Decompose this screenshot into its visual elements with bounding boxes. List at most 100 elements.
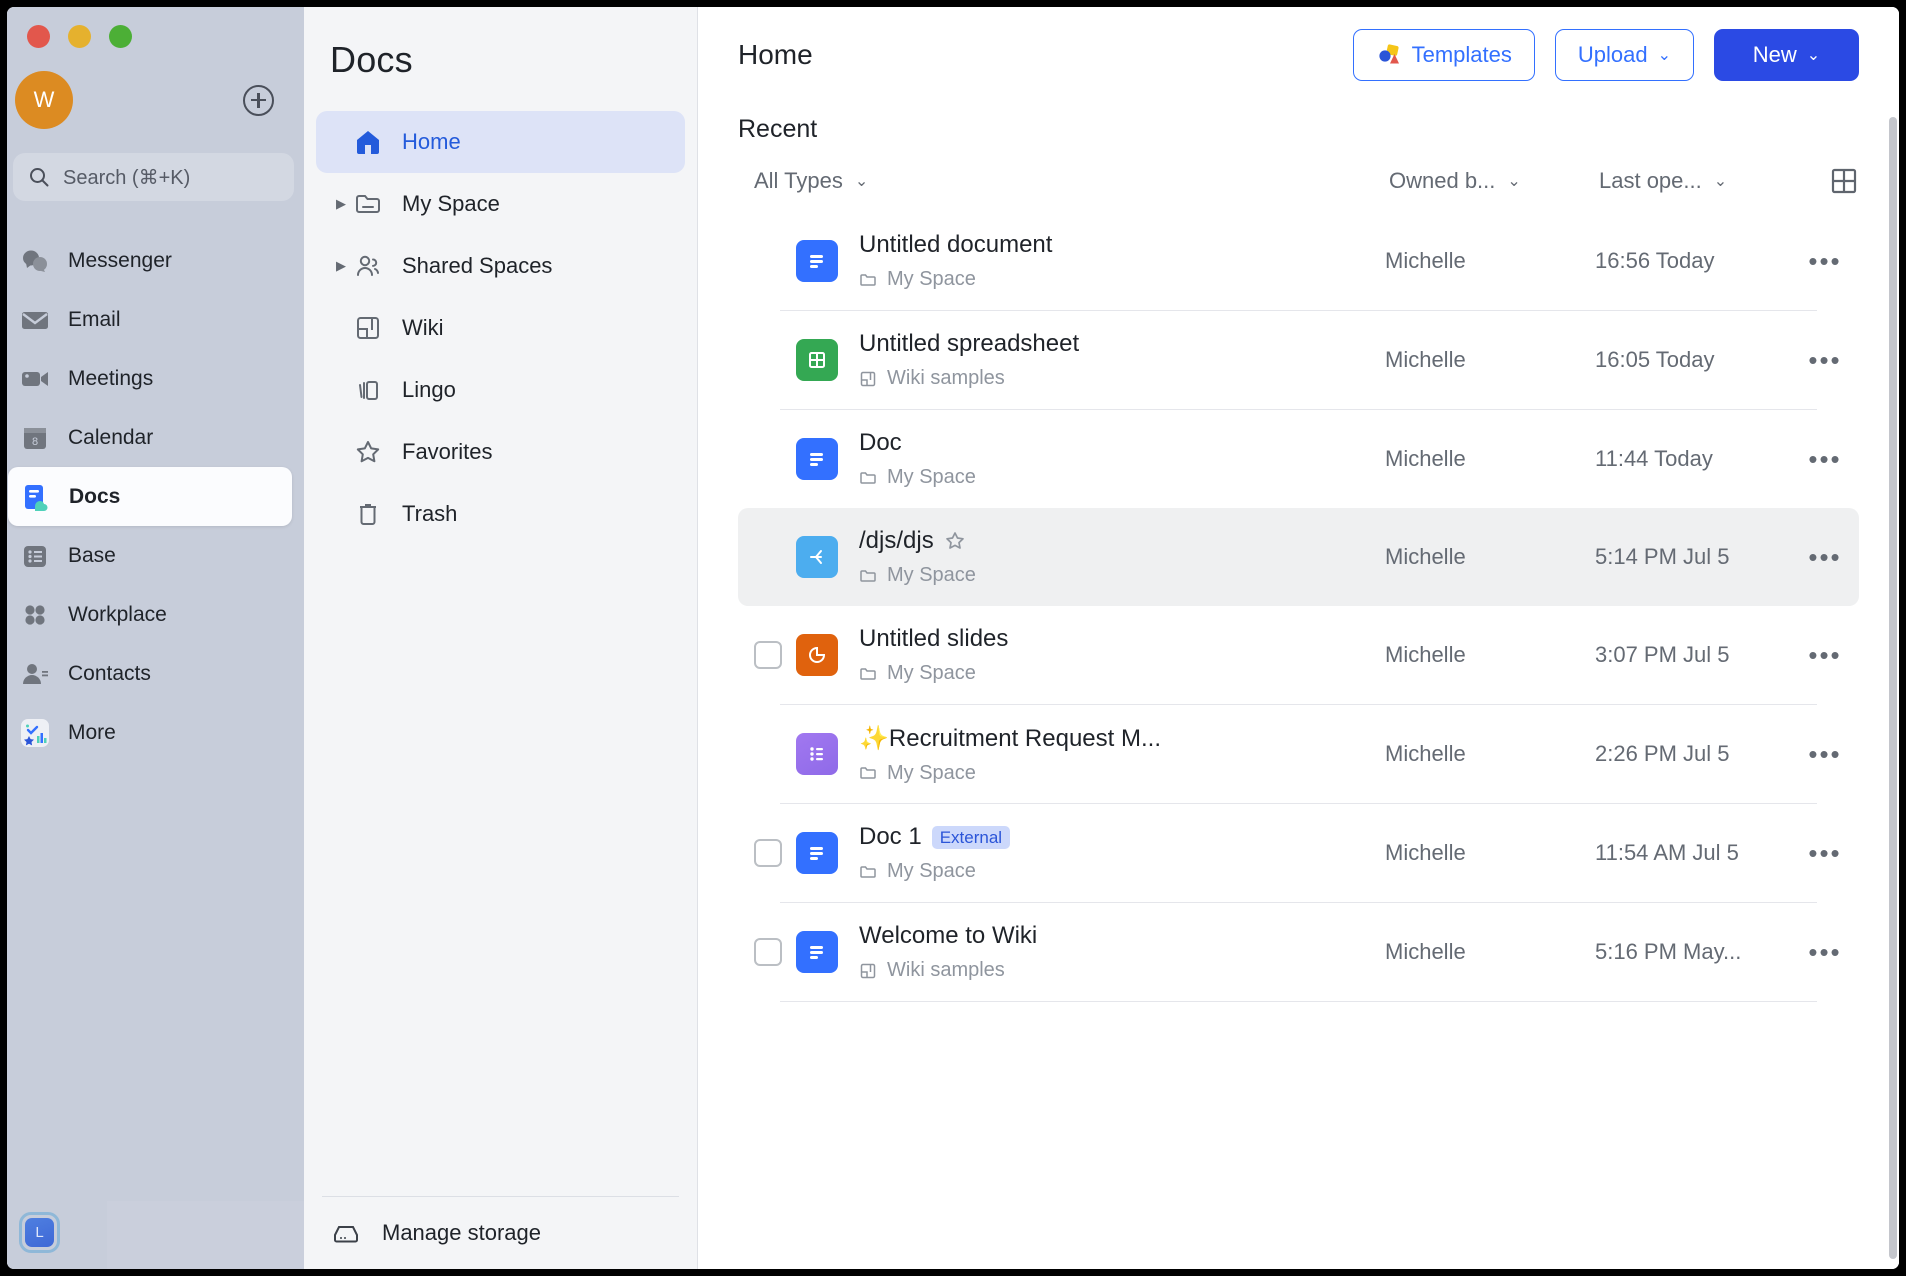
- row-name-column: Welcome to Wiki Wiki samples: [859, 922, 1385, 982]
- table-row[interactable]: Doc 1 External My Space Michelle 11:54 A…: [738, 804, 1859, 902]
- file-location: My Space: [887, 466, 976, 488]
- rail-item-docs[interactable]: Docs: [8, 467, 292, 526]
- file-name: /djs/djs: [859, 527, 934, 554]
- file-time: 16:56 Today: [1595, 248, 1715, 273]
- docs-icon: [20, 481, 52, 513]
- rail-item-meetings[interactable]: Meetings: [7, 349, 292, 408]
- folder-icon: [859, 665, 877, 683]
- app-rail: W Search (⌘+K) Messenger: [7, 7, 304, 1269]
- new-button[interactable]: New ⌄: [1714, 29, 1859, 81]
- file-location: Wiki samples: [887, 959, 1005, 981]
- view-toggle-button[interactable]: [1799, 166, 1859, 196]
- folder-icon: [859, 469, 877, 487]
- more-apps-icon: [19, 717, 51, 749]
- people-icon: [352, 252, 384, 280]
- row-more-button[interactable]: •••: [1808, 344, 1842, 375]
- sheet-icon: [796, 339, 838, 381]
- sidebar-item-wiki[interactable]: ▶ Wiki: [316, 297, 685, 359]
- sidebar-item-lingo[interactable]: ▶ Lingo: [316, 359, 685, 421]
- table-row[interactable]: Untitled document My Space Michelle 16:5…: [738, 212, 1859, 310]
- rail-item-base[interactable]: Base: [7, 526, 292, 585]
- table-row[interactable]: Untitled slides My Space Michelle 3:07 P…: [738, 606, 1859, 704]
- recent-file-list: Untitled document My Space Michelle 16:5…: [698, 212, 1899, 1002]
- main-scrollbar[interactable]: [1889, 117, 1897, 1259]
- row-more-button[interactable]: •••: [1808, 541, 1842, 572]
- sidebar-item-label: Lingo: [402, 377, 456, 402]
- trash-icon: [352, 500, 384, 528]
- row-more-button[interactable]: •••: [1808, 639, 1842, 670]
- meetings-icon: [19, 363, 51, 395]
- sidebar-item-label: Trash: [402, 501, 458, 526]
- slides-icon: [796, 634, 838, 676]
- avatar[interactable]: W: [15, 71, 73, 129]
- file-owner: Michelle: [1385, 248, 1466, 273]
- sidebar-item-my-space[interactable]: ▶ My Space: [316, 173, 685, 235]
- file-location: My Space: [887, 662, 976, 684]
- docs-sidebar-footer: Manage storage: [304, 1196, 697, 1269]
- dock-badge-label: L: [25, 1218, 54, 1247]
- file-name: Doc 1: [859, 823, 922, 850]
- file-time: 5:16 PM May...: [1595, 939, 1742, 964]
- table-row[interactable]: Doc My Space Michelle 11:44 Today •••: [738, 410, 1859, 508]
- add-icon[interactable]: [243, 84, 274, 116]
- rail-item-messenger[interactable]: Messenger: [7, 231, 292, 290]
- base-icon: [19, 540, 51, 572]
- filter-last-opened[interactable]: Last ope... ⌄: [1599, 168, 1799, 194]
- manage-storage-button[interactable]: Manage storage: [322, 1219, 679, 1247]
- rail-item-contacts[interactable]: Contacts: [7, 644, 292, 703]
- mindnote-icon: [796, 536, 838, 578]
- sidebar-item-home[interactable]: ▶ Home: [316, 111, 685, 173]
- new-label: New: [1752, 42, 1797, 67]
- row-more-button[interactable]: •••: [1808, 245, 1842, 276]
- row-checkbox[interactable]: [754, 938, 782, 966]
- zoom-window-button[interactable]: [109, 25, 132, 48]
- sidebar-item-label: My Space: [402, 191, 500, 216]
- chevron-right-icon[interactable]: ▶: [336, 258, 346, 273]
- table-row[interactable]: Untitled spreadsheet Wiki samples Michel…: [738, 311, 1859, 409]
- sidebar-item-favorites[interactable]: ▶ Favorites: [316, 421, 685, 483]
- table-row[interactable]: ✨Recruitment Request M... My Space Miche…: [738, 705, 1859, 803]
- templates-label: Templates: [1411, 42, 1512, 67]
- row-more-button[interactable]: •••: [1808, 738, 1842, 769]
- docs-panel-title: Docs: [330, 39, 413, 80]
- chevron-down-icon: ⌄: [854, 173, 869, 190]
- status-badge: External: [931, 825, 1011, 849]
- chevron-right-icon[interactable]: ▶: [336, 196, 346, 211]
- rail-item-email[interactable]: Email: [7, 290, 292, 349]
- contacts-icon: [19, 658, 51, 690]
- search-input[interactable]: Search (⌘+K): [13, 153, 294, 201]
- home-icon: [352, 128, 384, 156]
- close-window-button[interactable]: [27, 25, 50, 48]
- upload-button[interactable]: Upload ⌄: [1554, 29, 1694, 81]
- row-more-button[interactable]: •••: [1808, 443, 1842, 474]
- sidebar-item-trash[interactable]: ▶ Trash: [316, 483, 685, 545]
- sidebar-item-label: Shared Spaces: [402, 253, 553, 278]
- filter-all-types[interactable]: All Types ⌄: [754, 168, 868, 194]
- doc-icon: [796, 240, 838, 282]
- file-name: Welcome to Wiki: [859, 922, 1038, 949]
- row-checkbox[interactable]: [754, 641, 782, 669]
- sidebar-item-shared-spaces[interactable]: ▶ Shared Spaces: [316, 235, 685, 297]
- filter-bar: All Types ⌄ Owned b... ⌄ Last ope... ⌄: [698, 144, 1899, 196]
- file-time: 2:26 PM Jul 5: [1595, 741, 1730, 766]
- rail-item-workplace[interactable]: Workplace: [7, 585, 292, 644]
- dock-app-badge[interactable]: L: [19, 1212, 60, 1253]
- storage-icon: [332, 1219, 360, 1247]
- table-row[interactable]: /djs/djs My Space Michelle 5:14 PM Jul 5…: [738, 508, 1859, 606]
- rail-item-calendar[interactable]: 8 Calendar: [7, 408, 292, 467]
- row-more-button[interactable]: •••: [1808, 837, 1842, 868]
- filter-owned-by[interactable]: Owned b... ⌄: [1389, 168, 1599, 194]
- calendar-icon: 8: [19, 422, 51, 454]
- workplace-icon: [19, 599, 51, 631]
- file-name: ✨Recruitment Request M...: [859, 724, 1161, 752]
- star-icon[interactable]: [944, 530, 966, 552]
- minimize-window-button[interactable]: [68, 25, 91, 48]
- row-more-button[interactable]: •••: [1808, 936, 1842, 967]
- sidebar-item-label: Home: [402, 129, 461, 154]
- rail-item-more[interactable]: More: [7, 703, 292, 762]
- templates-button[interactable]: Templates: [1352, 29, 1535, 81]
- table-row[interactable]: Welcome to Wiki Wiki samples Michelle 5:…: [738, 903, 1859, 1001]
- row-checkbox[interactable]: [754, 839, 782, 867]
- file-time: 11:44 Today: [1595, 446, 1713, 471]
